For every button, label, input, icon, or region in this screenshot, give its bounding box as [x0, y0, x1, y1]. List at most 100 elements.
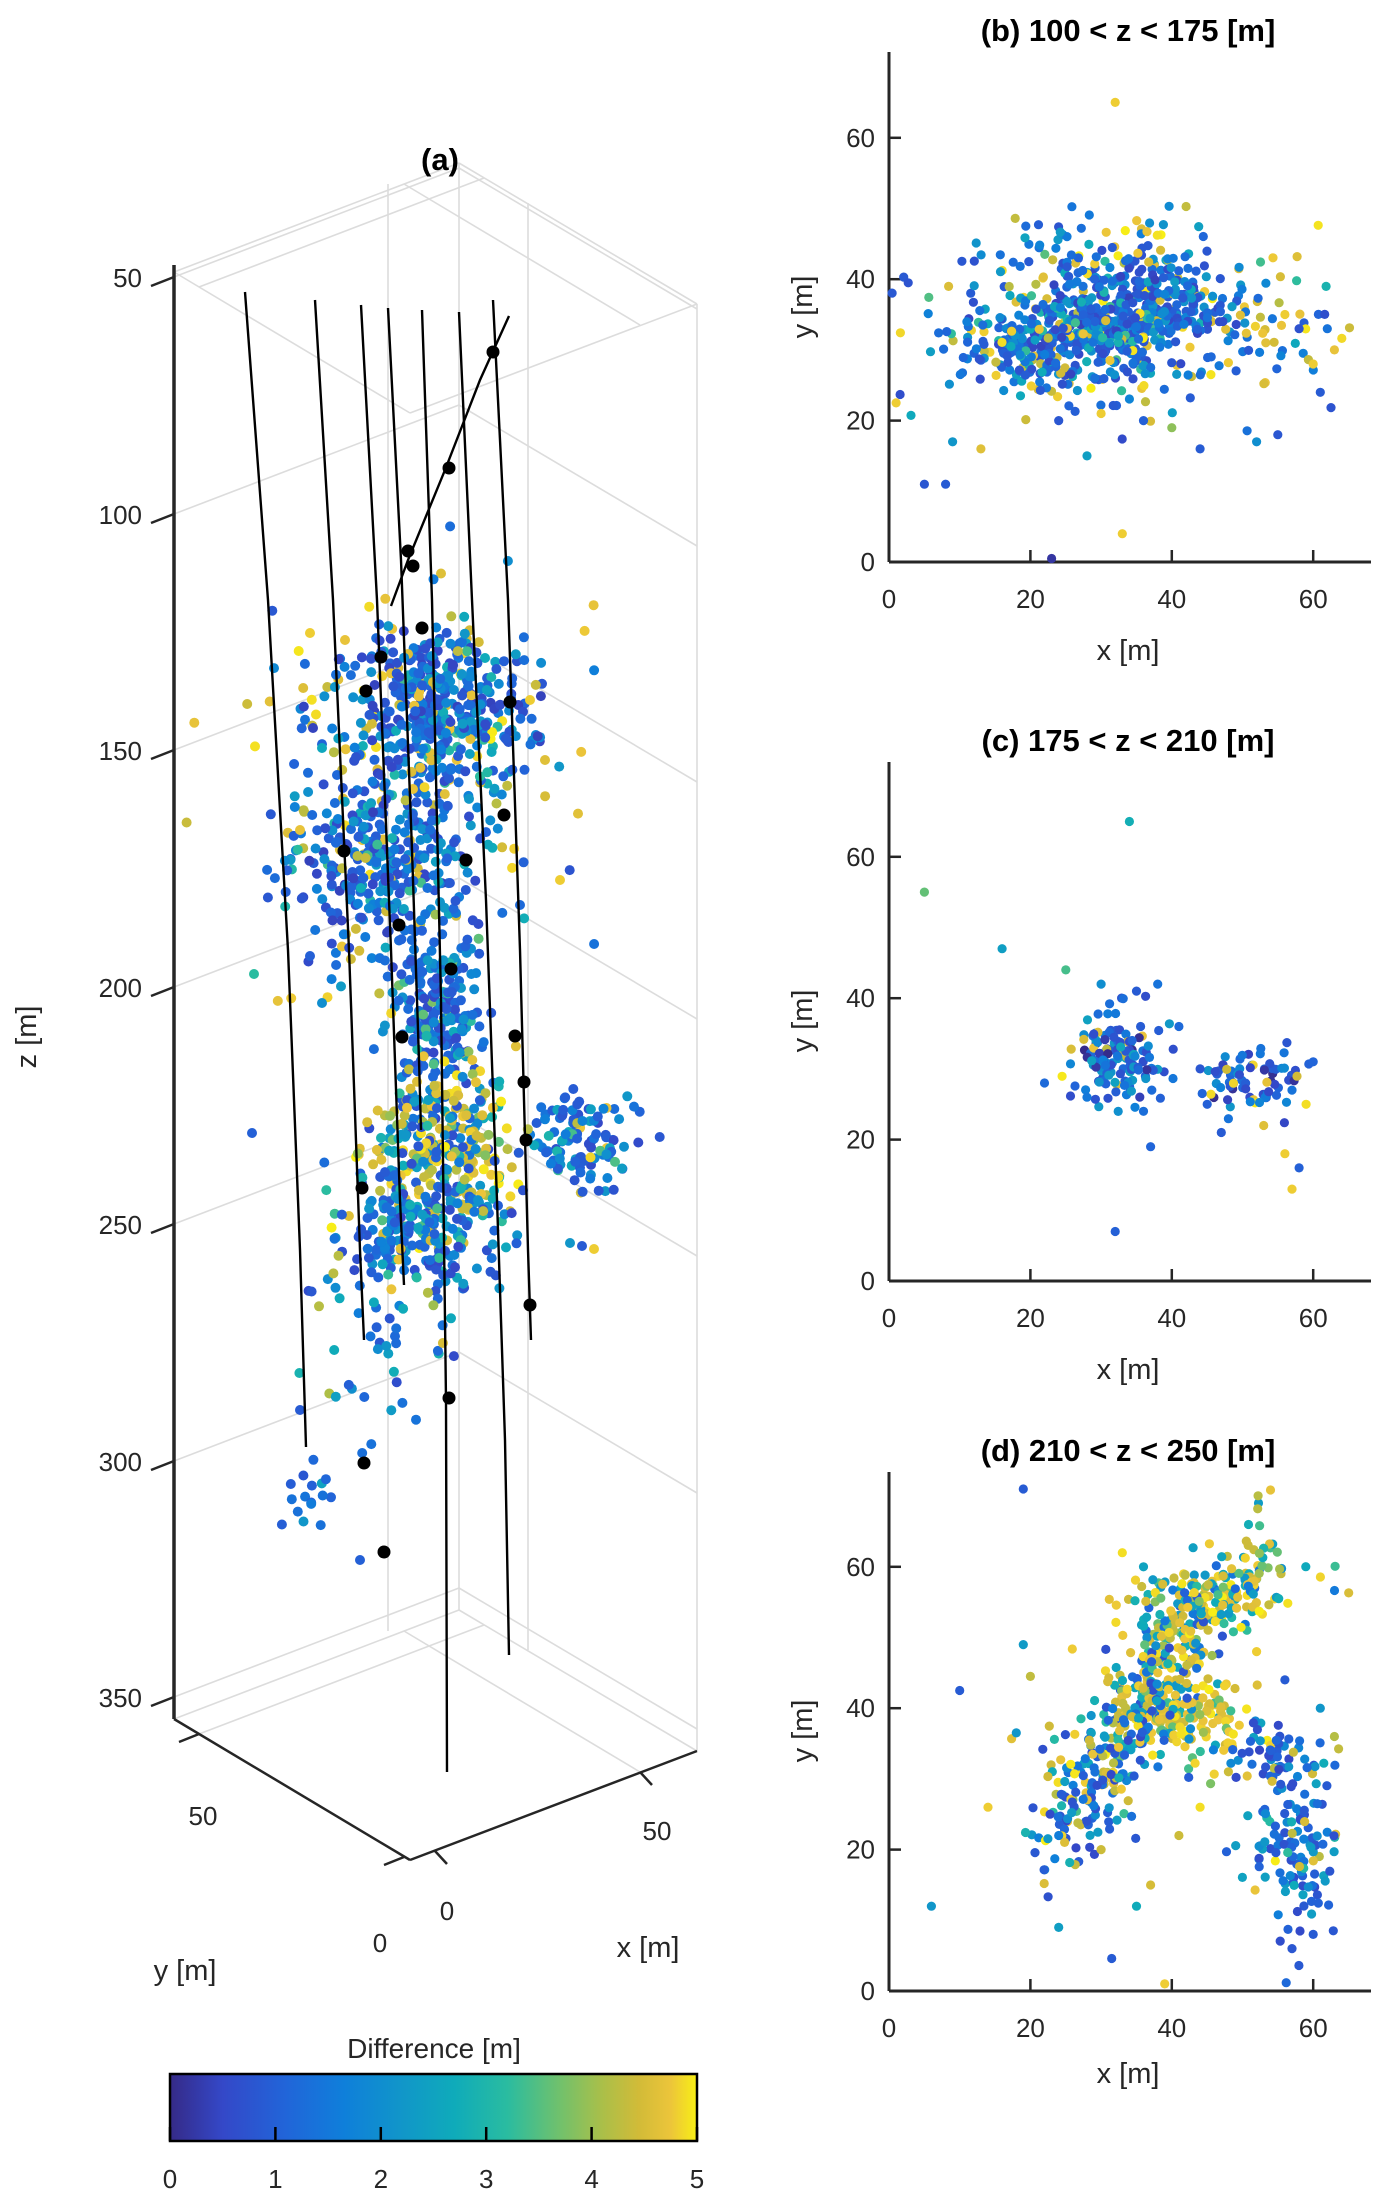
scatter-point [455, 1133, 466, 1144]
scatter-point [1135, 1755, 1145, 1765]
grid-line [173, 1609, 460, 1720]
scatter-point [1145, 416, 1156, 426]
scatter-point [1124, 394, 1134, 404]
scatter-point [493, 1136, 504, 1147]
scatter-point [586, 1142, 597, 1153]
scatter-point [461, 1110, 472, 1121]
scatter-point [463, 681, 474, 692]
scatter-point [1035, 377, 1045, 387]
borehole-line [420, 309, 449, 1773]
scatter-point [1066, 1759, 1076, 1769]
scatter-point [1137, 1727, 1147, 1737]
scatter-point [518, 632, 529, 643]
scatter-point [1150, 275, 1160, 285]
scatter-point [1034, 324, 1044, 334]
scatter-point [467, 1055, 478, 1065]
scatter-point [426, 755, 437, 766]
scatter-point [298, 701, 309, 712]
scatter-point [1261, 1762, 1271, 1772]
scatter-point [356, 652, 367, 663]
scatter-point [1138, 1683, 1148, 1693]
scatter-point [1130, 1596, 1140, 1606]
scatter-point [592, 1111, 603, 1122]
scatter-point [1228, 1078, 1239, 1088]
scatter-point [408, 1113, 419, 1124]
scatter-point [1101, 227, 1111, 237]
scatter-point [450, 895, 461, 906]
grid-line [173, 271, 411, 414]
scatter-point [419, 853, 430, 864]
scatter-point [298, 805, 309, 816]
scatter-point [459, 1174, 470, 1185]
scatter-point [471, 1130, 482, 1141]
scatter-point [306, 1286, 317, 1297]
scatter-point [432, 1203, 443, 1214]
scatter-point [1198, 231, 1208, 242]
scatter-point [415, 977, 426, 988]
scatter-point [1218, 1582, 1228, 1592]
scatter-point [1054, 416, 1064, 426]
scatter-point [519, 913, 530, 924]
scatter-point [1301, 1562, 1311, 1572]
scatter-point [480, 732, 491, 743]
scatter-point [1073, 253, 1083, 263]
scatter-point [1055, 227, 1065, 237]
scatter-point [1176, 359, 1186, 369]
scatter-point [975, 374, 985, 384]
scatter-point [1180, 252, 1190, 262]
scatter-point [464, 671, 475, 682]
scatter-point [1015, 391, 1026, 401]
scatter-point [1070, 1769, 1080, 1779]
scatter-point [1244, 1747, 1254, 1757]
scatter-point [1202, 1706, 1212, 1716]
scatter-point [1195, 1709, 1205, 1720]
tick-mark [434, 1850, 448, 1865]
scatter-point [384, 1145, 395, 1156]
scatter-point [963, 337, 973, 347]
scatter-point [311, 883, 322, 894]
scatter-point [400, 1129, 411, 1140]
scatter-point [1245, 1736, 1256, 1746]
scatter-point [506, 1162, 517, 1173]
scatter-point [1089, 1801, 1099, 1811]
scatter-point [1215, 307, 1225, 317]
scatter-point [422, 955, 433, 966]
scatter-point [572, 1133, 583, 1144]
scatter-point [328, 1268, 339, 1279]
scatter-point [1068, 1780, 1078, 1790]
scatter-point [372, 1344, 383, 1355]
scatter-point [1086, 304, 1096, 314]
scatter-point [1153, 1668, 1163, 1678]
scatter-point [1285, 1871, 1295, 1881]
scatter-point [1248, 1718, 1258, 1728]
scatter-point [436, 568, 446, 579]
scatter-point [462, 934, 473, 945]
scatter-point [288, 830, 299, 841]
scatter-point [1112, 1051, 1123, 1061]
scatter-point [1135, 1092, 1145, 1102]
scatter-point [1167, 408, 1177, 418]
scatter-point [462, 646, 473, 657]
scatter-point [1282, 1038, 1292, 1048]
scatter-point [1254, 1862, 1264, 1872]
scatter-point [1300, 1754, 1310, 1764]
scatter-point [305, 951, 315, 961]
scatter-point [1259, 1120, 1269, 1131]
scatter-point [1294, 1960, 1304, 1971]
scatter-point [513, 1147, 524, 1158]
scatter-point [262, 864, 273, 875]
scatter-point [391, 1377, 402, 1388]
scatter-point [588, 600, 599, 611]
scatter-point [360, 932, 371, 942]
scatter-point [1103, 1009, 1113, 1019]
scatter-point [1057, 379, 1067, 389]
panel-d-plot: 0 20 40 60 0 20 40 60 [846, 1472, 1371, 2043]
scatter-point [445, 638, 456, 649]
scatter-point [1163, 1684, 1173, 1694]
scatter-point [1279, 1118, 1289, 1128]
colorbar-tick-label: 2 [374, 2164, 388, 2194]
scatter-point [1160, 1616, 1170, 1626]
scatter-point [1120, 226, 1130, 236]
scatter-point [455, 744, 466, 755]
scatter-point [326, 1222, 337, 1233]
